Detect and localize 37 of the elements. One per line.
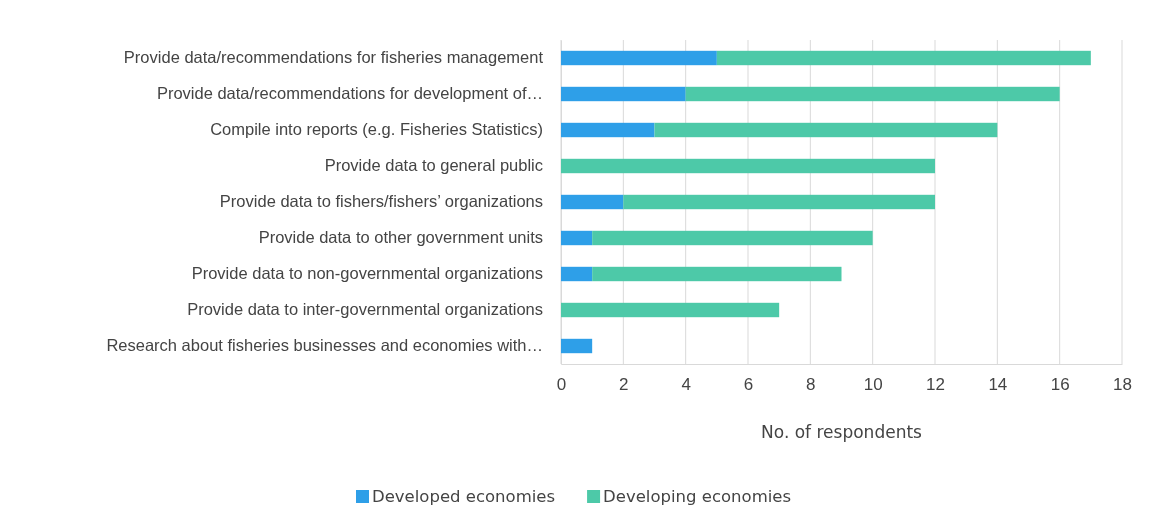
x-tick-label: 0 bbox=[556, 375, 567, 395]
y-tick-label: Provide data to other government units bbox=[258, 228, 543, 247]
y-tick-label: Provide data/recommendations for development of… bbox=[156, 84, 543, 103]
x-tick-label: 2 bbox=[619, 375, 629, 395]
x-tick-label: 18 bbox=[1113, 375, 1132, 395]
bar bbox=[561, 122, 655, 138]
bar bbox=[561, 86, 686, 102]
bar bbox=[561, 338, 593, 354]
y-tick-label: Provide data/recommendations for fisheries management bbox=[123, 48, 544, 67]
bar bbox=[561, 266, 593, 282]
bar bbox=[716, 50, 1091, 66]
x-tick-label: 16 bbox=[1050, 375, 1070, 395]
bar bbox=[561, 194, 624, 210]
bar bbox=[561, 158, 935, 174]
bar bbox=[561, 230, 593, 246]
bar bbox=[592, 230, 873, 246]
y-tick-label: Provide data to general public bbox=[324, 156, 543, 175]
x-tick-label: 6 bbox=[743, 375, 754, 395]
x-tick-label: 8 bbox=[806, 375, 816, 395]
y-tick-label: Research about fisheries businesses and economies with… bbox=[106, 336, 543, 355]
x-tick-label: 12 bbox=[926, 375, 945, 395]
x-tick-label: 14 bbox=[988, 375, 1008, 395]
bar bbox=[561, 50, 717, 66]
x-tick-label: 10 bbox=[863, 375, 883, 395]
bar bbox=[561, 302, 780, 318]
bar bbox=[654, 122, 998, 138]
y-tick-label: Provide data to non-governmental organizations bbox=[191, 264, 543, 283]
y-tick-label: Provide data to fishers/fishers’ organizations bbox=[219, 192, 543, 211]
legend-label: Developing economies bbox=[603, 487, 792, 506]
y-tick-label: Provide data to inter-governmental organizations bbox=[187, 300, 543, 319]
legend-label: Developed economies bbox=[372, 487, 556, 506]
x-tick-label: 4 bbox=[681, 375, 691, 395]
bar bbox=[592, 266, 842, 282]
bar bbox=[623, 194, 935, 210]
x-axis-title: No. of respondents bbox=[761, 422, 923, 442]
y-tick-label: Compile into reports (e.g. Fisheries Statistics) bbox=[210, 120, 543, 139]
bar bbox=[685, 86, 1060, 102]
